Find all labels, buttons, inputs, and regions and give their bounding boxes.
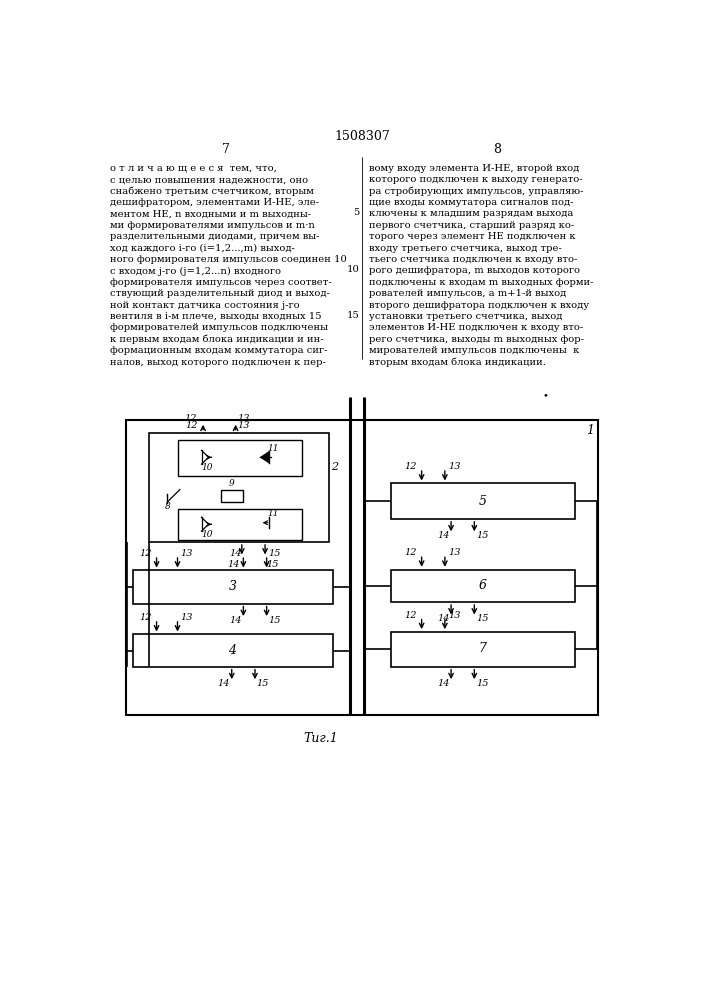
Polygon shape	[259, 451, 269, 463]
Text: 12: 12	[185, 421, 198, 430]
Text: 13: 13	[237, 421, 250, 430]
Text: 13: 13	[448, 611, 460, 620]
Text: ми формирователями импульсов и m·n: ми формирователями импульсов и m·n	[110, 221, 315, 230]
Text: ной контакт датчика состояния j-го: ной контакт датчика состояния j-го	[110, 301, 300, 310]
Text: 15: 15	[476, 531, 489, 540]
Text: рого дешифратора, m выходов которого: рого дешифратора, m выходов которого	[369, 266, 580, 275]
Text: 7: 7	[479, 642, 487, 655]
Bar	[177, 440, 301, 476]
Text: вентиля в i-м плече, выходы входных 15: вентиля в i-м плече, выходы входных 15	[110, 312, 322, 321]
Text: элементов И-НЕ подключен к входу вто-: элементов И-НЕ подключен к входу вто-	[369, 323, 583, 332]
Text: 15: 15	[346, 311, 360, 320]
Text: 13: 13	[180, 549, 193, 558]
Text: второго дешифратора подключен к входу: второго дешифратора подключен к входу	[369, 301, 589, 310]
Text: 1: 1	[586, 424, 594, 437]
Text: ключены к младшим разрядам выхода: ключены к младшим разрядам выхода	[369, 209, 573, 218]
Bar	[391, 632, 575, 667]
Text: вому входу элемента И-НЕ, второй вход: вому входу элемента И-НЕ, второй вход	[369, 164, 579, 173]
Text: подключены к входам m выходных форми-: подключены к входам m выходных форми-	[369, 278, 593, 287]
Text: 5: 5	[479, 495, 487, 508]
Text: разделительными диодами, причем вы-: разделительными диодами, причем вы-	[110, 232, 320, 241]
Text: вторым входам блока индикации.: вторым входам блока индикации.	[369, 358, 546, 367]
Text: 13: 13	[180, 613, 193, 622]
Text: 10: 10	[346, 265, 360, 274]
Text: 10: 10	[201, 463, 213, 472]
Text: 14: 14	[437, 679, 450, 688]
Text: 14: 14	[437, 614, 450, 623]
Text: 14: 14	[437, 531, 450, 540]
Text: ного формирователя импульсов соединен 10: ного формирователя импульсов соединен 10	[110, 255, 347, 264]
Text: 15: 15	[476, 679, 489, 688]
Text: с входом j-го (j=1,2...n) входного: с входом j-го (j=1,2...n) входного	[110, 266, 281, 276]
Text: щие входы коммутатора сигналов под-: щие входы коммутатора сигналов под-	[369, 198, 573, 207]
Text: 12: 12	[404, 548, 417, 557]
Text: первого счетчика, старший разряд ко-: первого счетчика, старший разряд ко-	[369, 221, 574, 230]
Text: 8: 8	[493, 143, 501, 156]
Text: 14: 14	[229, 616, 242, 625]
Text: налов, выход которого подключен к пер-: налов, выход которого подключен к пер-	[110, 358, 326, 367]
Text: формирователя импульсов через соответ-: формирователя импульсов через соответ-	[110, 278, 332, 287]
Text: ментом НЕ, n входными и m выходны-: ментом НЕ, n входными и m выходны-	[110, 209, 311, 218]
Text: 11: 11	[267, 509, 279, 518]
Bar	[149, 433, 329, 542]
Text: 14: 14	[228, 560, 240, 569]
Text: 12: 12	[139, 613, 152, 622]
Bar	[391, 483, 575, 519]
Text: 15: 15	[257, 679, 269, 688]
Text: мирователей импульсов подключены  к: мирователей импульсов подключены к	[369, 346, 579, 355]
Bar	[134, 634, 332, 667]
Text: ствующий разделительный диод и выход-: ствующий разделительный диод и выход-	[110, 289, 330, 298]
Text: 12: 12	[404, 611, 417, 620]
Text: 12: 12	[185, 414, 197, 423]
Text: входу третьего счетчика, выход тре-: входу третьего счетчика, выход тре-	[369, 244, 562, 253]
Text: 5: 5	[354, 208, 360, 217]
Text: 1508307: 1508307	[334, 130, 390, 143]
Text: ра стробирующих импульсов, управляю-: ра стробирующих импульсов, управляю-	[369, 187, 583, 196]
Text: 13: 13	[237, 414, 250, 423]
Text: 13: 13	[448, 548, 460, 557]
Text: установки третьего счетчика, выход: установки третьего счетчика, выход	[369, 312, 562, 321]
Text: о т л и ч а ю щ е е с я  тем, что,: о т л и ч а ю щ е е с я тем, что,	[110, 164, 277, 173]
Text: 3: 3	[228, 580, 237, 593]
Text: 13: 13	[448, 462, 460, 471]
Text: 9: 9	[229, 479, 235, 488]
Text: 14: 14	[218, 679, 230, 688]
Text: к первым входам блока индикации и ин-: к первым входам блока индикации и ин-	[110, 335, 324, 344]
Text: торого через элемент НЕ подключен к: торого через элемент НЕ подключен к	[369, 232, 575, 241]
Bar	[134, 570, 332, 604]
Text: 6: 6	[479, 579, 487, 592]
Text: Τиг.1: Τиг.1	[303, 732, 338, 745]
Bar	[177, 509, 301, 540]
Text: 8: 8	[165, 502, 170, 511]
Text: 12: 12	[404, 462, 417, 471]
Text: 4: 4	[228, 644, 237, 657]
Text: 10: 10	[201, 530, 213, 539]
Text: 2: 2	[332, 462, 339, 472]
Text: рователей импульсов, а m+1-й выход: рователей импульсов, а m+1-й выход	[369, 289, 566, 298]
Text: ход каждого i-го (i=1,2...,m) выход-: ход каждого i-го (i=1,2...,m) выход-	[110, 244, 295, 253]
Text: 15: 15	[268, 616, 281, 625]
Text: тьего счетчика подключен к входу вто-: тьего счетчика подключен к входу вто-	[369, 255, 578, 264]
Text: рего счетчика, выходы m выходных фор-: рего счетчика, выходы m выходных фор-	[369, 335, 584, 344]
Text: 15: 15	[476, 614, 489, 623]
Text: •: •	[543, 391, 549, 400]
Text: дешифратором, элементами И-НЕ, эле-: дешифратором, элементами И-НЕ, эле-	[110, 198, 319, 207]
Text: 15: 15	[267, 560, 279, 569]
Text: 7: 7	[223, 143, 230, 156]
Text: формирователей импульсов подключены: формирователей импульсов подключены	[110, 323, 328, 332]
Bar	[126, 420, 598, 715]
Bar	[221, 490, 243, 502]
Text: 12: 12	[139, 549, 152, 558]
Text: 14: 14	[229, 549, 242, 558]
Text: 11: 11	[267, 444, 279, 453]
Text: 15: 15	[268, 549, 281, 558]
Bar	[391, 570, 575, 602]
Text: с целью повышения надежности, оно: с целью повышения надежности, оно	[110, 175, 308, 184]
Text: формационным входам коммутатора сиг-: формационным входам коммутатора сиг-	[110, 346, 327, 355]
Text: которого подключен к выходу генерато-: которого подключен к выходу генерато-	[369, 175, 583, 184]
Text: снабжено третьим счетчиком, вторым: снабжено третьим счетчиком, вторым	[110, 187, 314, 196]
